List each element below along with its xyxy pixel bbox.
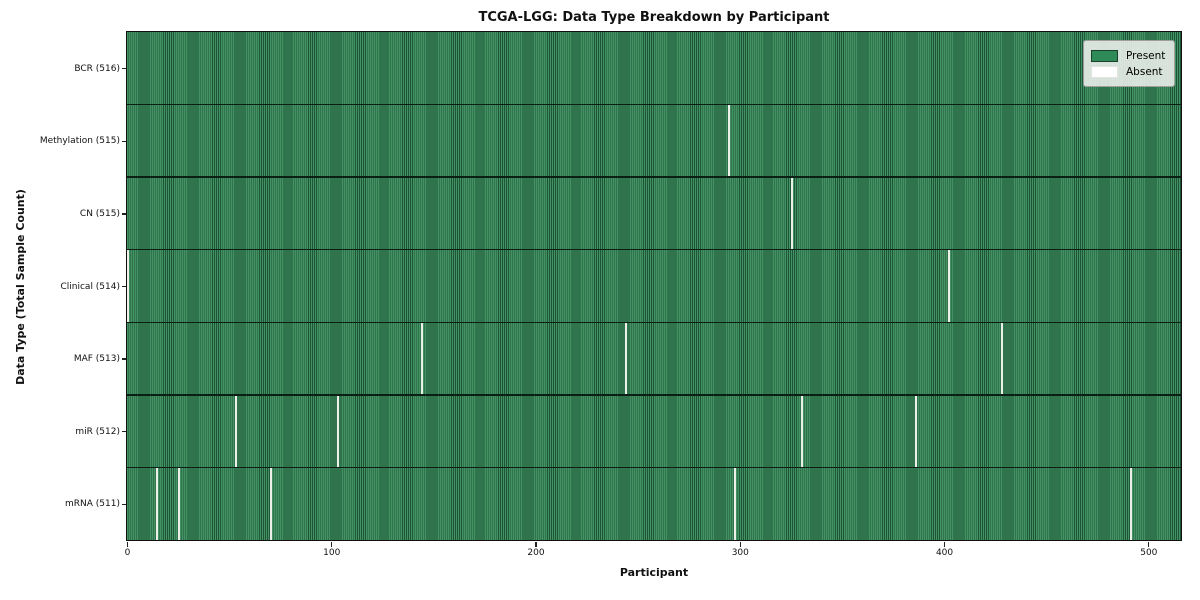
absent-marker-mRNA-297: [733, 467, 736, 540]
absent-marker-Methylation-294: [727, 104, 730, 178]
absent-marker-MAF-428: [1001, 322, 1004, 395]
row-separator: [127, 103, 1181, 106]
y-tick-label-Methylation: Methylation (515): [39, 136, 120, 147]
absent-marker-miR-53: [235, 394, 238, 468]
heatmap-row-CN: [127, 177, 1181, 250]
y-tick-label-MAF: MAF (513): [73, 354, 120, 365]
x-tick-mark: [535, 542, 537, 547]
x-tick-mark: [739, 542, 741, 547]
y-tick-mark: [121, 285, 126, 288]
x-tick-label-0: 0: [124, 547, 131, 558]
present-swatch-icon: [1091, 49, 1118, 62]
absent-marker-MAF-144: [421, 322, 424, 395]
row-separator: [127, 176, 1181, 178]
y-tick-mark: [121, 68, 126, 70]
y-tick-label-BCR: BCR (516): [74, 63, 120, 74]
legend-entry-present: Present: [1091, 48, 1166, 63]
x-tick-label-100: 100: [323, 547, 341, 558]
absent-marker-mRNA-14: [155, 467, 158, 540]
absent-marker-mRNA-491: [1129, 467, 1132, 540]
absent-marker-CN-325: [790, 177, 793, 250]
absent-marker-miR-386: [915, 394, 918, 468]
row-separator: [127, 249, 1181, 251]
y-tick-mark: [121, 213, 126, 215]
plot-area: [126, 31, 1182, 541]
x-tick-mark: [943, 542, 946, 547]
absent-marker-mRNA-70: [269, 467, 273, 540]
legend-label-present: Present: [1126, 49, 1166, 62]
legend-label-absent: Absent: [1126, 65, 1163, 78]
y-tick-mark: [121, 431, 126, 433]
heatmap-row-Methylation: [127, 104, 1181, 178]
y-tick-mark: [121, 503, 126, 505]
absent-marker-miR-103: [337, 394, 340, 468]
y-tick-label-miR: miR (512): [75, 426, 120, 437]
legend: Present Absent: [1083, 40, 1175, 87]
row-separator: [127, 394, 1181, 396]
y-tick-label-mRNA: mRNA (511): [65, 499, 120, 510]
absent-marker-Clinical-0: [127, 249, 130, 323]
x-tick-label-500: 500: [1140, 547, 1158, 558]
absent-marker-Clinical-402: [948, 249, 951, 323]
y-tick-label-Clinical: Clinical (514): [60, 281, 120, 292]
x-tick-label-200: 200: [527, 547, 545, 558]
x-tick-label-400: 400: [935, 547, 954, 558]
legend-entry-absent: Absent: [1091, 64, 1166, 79]
chart-title: TCGA-LGG: Data Type Breakdown by Partici…: [478, 10, 830, 25]
absent-marker-MAF-244: [625, 322, 628, 395]
x-tick-label-300: 300: [731, 547, 749, 558]
heatmap-row-BCR: [127, 32, 1181, 105]
x-tick-mark: [126, 542, 129, 547]
x-tick-mark: [1148, 542, 1150, 547]
y-tick-label-CN: CN (515): [79, 208, 120, 219]
y-tick-mark: [121, 140, 126, 142]
absent-marker-mRNA-25: [178, 467, 181, 540]
y-tick-mark: [121, 358, 126, 360]
x-axis-label: Participant: [619, 566, 689, 579]
absent-swatch-icon: [1091, 65, 1118, 78]
row-separator: [127, 321, 1181, 323]
x-tick-mark: [331, 542, 333, 547]
absent-marker-miR-330: [801, 394, 804, 468]
heatmap-row-miR: [127, 394, 1181, 468]
heatmap-row-Clinical: [127, 249, 1181, 323]
heatmap-row-mRNA: [127, 467, 1181, 540]
heatmap-row-MAF: [127, 322, 1181, 395]
row-separator: [127, 466, 1181, 469]
